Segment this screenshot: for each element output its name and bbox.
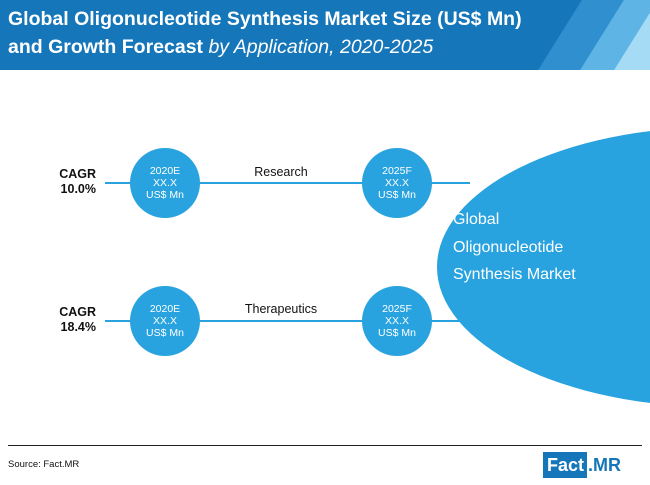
circle-unit: US$ Mn	[146, 189, 184, 201]
market-label: Global Oligonucleotide Synthesis Market	[453, 206, 633, 289]
circle-year: 2020E	[149, 165, 181, 177]
connector-line-therapeutics	[105, 320, 470, 322]
circle-value: XX.X	[385, 177, 409, 189]
circle-year: 2025F	[382, 303, 412, 315]
circle-2020-research: 2020E XX.X US$ Mn	[130, 148, 200, 218]
source-note: Source: Fact.MR	[8, 459, 80, 470]
cagr-value: 18.4%	[60, 320, 96, 334]
title-line-2: and Growth Forecast by Application, 2020…	[8, 33, 522, 61]
circle-year: 2020E	[149, 303, 181, 315]
title-bold-part: and Growth Forecast	[8, 36, 204, 58]
factmr-logo: Fact .MR	[543, 452, 623, 478]
application-label-research: Research	[254, 165, 308, 179]
application-label-therapeutics: Therapeutics	[244, 302, 318, 316]
circle-2025-research: 2025F XX.X US$ Mn	[362, 148, 432, 218]
cagr-value: 10.0%	[60, 182, 96, 196]
circle-value: XX.X	[385, 315, 409, 327]
market-label-line: Synthesis Market	[453, 266, 576, 283]
circle-unit: US$ Mn	[378, 327, 416, 339]
circle-unit: US$ Mn	[146, 327, 184, 339]
cagr-therapeutics: CAGR 18.4%	[0, 305, 96, 335]
circle-year: 2025F	[382, 165, 412, 177]
logo-fact: Fact	[543, 452, 588, 478]
cagr-research: CAGR 10.0%	[0, 167, 96, 197]
title-italic-part: by Application, 2020-2025	[203, 36, 434, 58]
logo-mr: .MR	[588, 455, 622, 475]
circle-2025-therapeutics: 2025F XX.X US$ Mn	[362, 286, 432, 356]
cagr-label: CAGR	[59, 167, 96, 181]
circle-unit: US$ Mn	[378, 189, 416, 201]
circle-value: XX.X	[153, 315, 177, 327]
market-label-line: Oligonucleotide	[453, 238, 564, 256]
title-line-1: Global Oligonucleotide Synthesis Market …	[8, 8, 522, 30]
circle-value: XX.X	[153, 177, 177, 189]
market-label-line: Global	[453, 211, 500, 228]
footer-divider	[8, 445, 642, 446]
header-banner: Global Oligonucleotide Synthesis Market …	[0, 0, 650, 70]
circle-2020-therapeutics: 2020E XX.X US$ Mn	[130, 286, 200, 356]
cagr-label: CAGR	[59, 305, 96, 319]
connector-line-research	[105, 182, 470, 184]
page-title: Global Oligonucleotide Synthesis Market …	[8, 5, 522, 61]
